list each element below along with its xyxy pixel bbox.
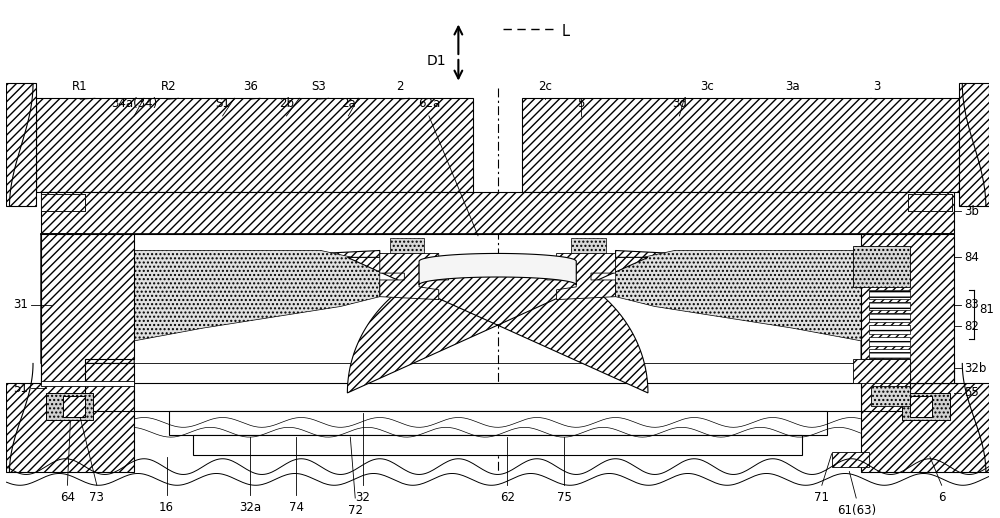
- Polygon shape: [419, 253, 576, 285]
- Text: 2a: 2a: [341, 97, 356, 110]
- Text: 32b: 32b: [964, 362, 987, 375]
- Bar: [869, 301, 910, 310]
- Text: 2c: 2c: [538, 80, 552, 93]
- Polygon shape: [41, 364, 134, 411]
- Text: 61(63): 61(63): [837, 504, 876, 517]
- Bar: [46, 393, 93, 421]
- Text: 3b: 3b: [964, 205, 979, 218]
- Polygon shape: [959, 83, 989, 206]
- Bar: [832, 452, 869, 467]
- Bar: [908, 194, 952, 211]
- Bar: [869, 325, 910, 334]
- Text: 3c: 3c: [700, 80, 714, 93]
- Text: 3d: 3d: [672, 97, 687, 110]
- Text: S1: S1: [215, 97, 230, 110]
- Bar: [169, 411, 827, 435]
- Bar: [869, 349, 910, 357]
- Text: 3a: 3a: [785, 80, 800, 93]
- Text: 36: 36: [243, 80, 258, 93]
- Bar: [41, 381, 134, 386]
- Polygon shape: [347, 257, 648, 393]
- Polygon shape: [861, 383, 989, 471]
- Polygon shape: [6, 383, 134, 471]
- Text: 55: 55: [964, 386, 979, 399]
- Text: 2: 2: [396, 80, 403, 93]
- Bar: [869, 313, 910, 322]
- Bar: [902, 393, 950, 421]
- Text: 5: 5: [577, 97, 585, 110]
- Polygon shape: [380, 253, 449, 299]
- Text: 71: 71: [814, 491, 829, 504]
- Polygon shape: [616, 251, 910, 354]
- Bar: [853, 246, 910, 287]
- Bar: [871, 386, 910, 406]
- Bar: [63, 396, 85, 418]
- Text: 3: 3: [873, 80, 881, 93]
- Text: 62: 62: [500, 491, 515, 504]
- Text: 6: 6: [938, 491, 945, 504]
- Text: 73: 73: [89, 491, 104, 504]
- Bar: [390, 238, 424, 255]
- Text: S3: S3: [312, 80, 326, 93]
- Text: L: L: [562, 24, 570, 39]
- Polygon shape: [547, 253, 616, 299]
- Polygon shape: [36, 98, 473, 192]
- Text: 72: 72: [348, 504, 363, 517]
- Text: 31: 31: [13, 298, 28, 311]
- Bar: [193, 435, 802, 455]
- Text: 75: 75: [557, 491, 572, 504]
- Text: 82: 82: [964, 320, 979, 333]
- Text: 32a: 32a: [239, 501, 261, 514]
- Bar: [869, 337, 910, 346]
- Text: R2: R2: [161, 80, 176, 93]
- Text: 32: 32: [356, 491, 371, 504]
- Bar: [134, 383, 861, 411]
- Text: R1: R1: [72, 80, 88, 93]
- Bar: [853, 358, 910, 383]
- Text: 83: 83: [964, 298, 979, 311]
- Bar: [869, 290, 910, 299]
- Text: 2b: 2b: [279, 97, 294, 110]
- Text: 81: 81: [979, 303, 994, 316]
- Text: 51: 51: [13, 382, 28, 395]
- Text: 62a: 62a: [418, 97, 440, 110]
- Text: 16: 16: [159, 501, 174, 514]
- Bar: [41, 194, 85, 211]
- Polygon shape: [616, 234, 954, 364]
- Polygon shape: [41, 234, 134, 383]
- Text: D1: D1: [427, 54, 447, 68]
- Bar: [41, 192, 954, 234]
- Bar: [571, 238, 606, 255]
- Polygon shape: [85, 251, 380, 354]
- Text: 64: 64: [60, 491, 75, 504]
- Polygon shape: [861, 234, 954, 383]
- Bar: [41, 234, 954, 364]
- Text: 74: 74: [289, 501, 304, 514]
- Text: 34a(34): 34a(34): [111, 97, 157, 110]
- Polygon shape: [522, 98, 959, 192]
- Polygon shape: [6, 83, 36, 206]
- Bar: [910, 396, 932, 418]
- Bar: [41, 194, 85, 211]
- Bar: [908, 194, 952, 211]
- Polygon shape: [41, 234, 380, 364]
- Polygon shape: [861, 364, 954, 411]
- Text: 84: 84: [964, 251, 979, 264]
